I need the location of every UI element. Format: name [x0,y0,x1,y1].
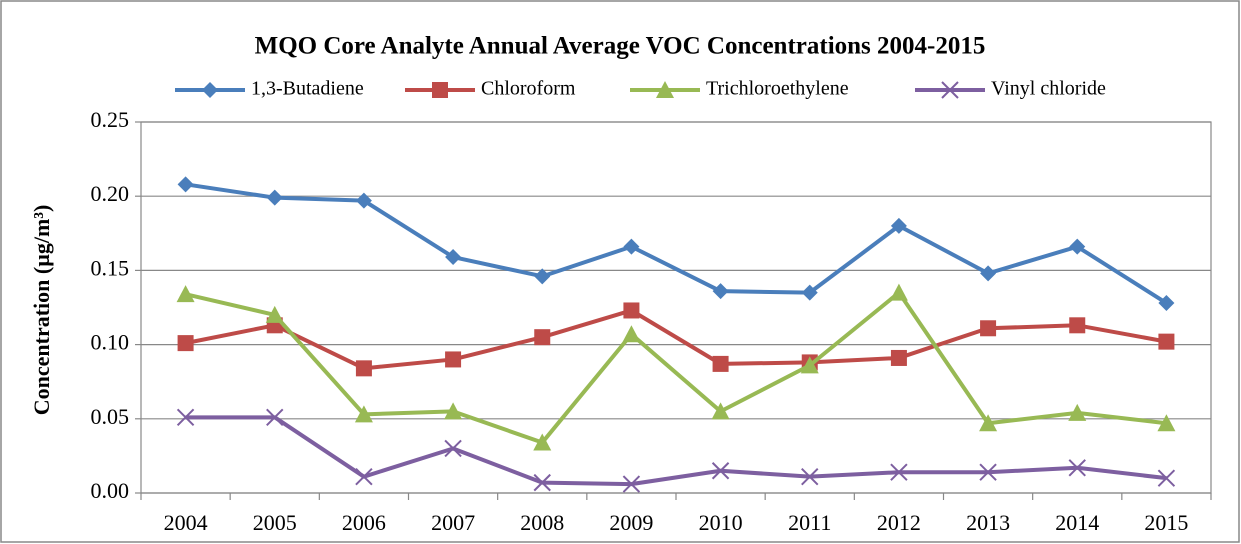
data-point [889,283,908,301]
legend-marker [432,82,448,98]
data-point [979,414,998,432]
data-point [266,189,283,206]
data-point [801,467,819,486]
data-point [890,349,907,366]
data-point [623,302,640,319]
y-axis-label: Concentration (µg/m³) [29,205,54,416]
data-point [355,360,372,377]
legend-label: Chloroform [481,78,576,100]
data-point [355,467,373,486]
x-tick-label: 2006 [342,510,386,535]
y-tick-label: 0.10 [91,330,130,355]
data-point [1157,414,1176,432]
data-point [445,351,462,368]
data-point [1157,469,1176,487]
y-tick-label: 0.15 [91,255,130,280]
chart-title: MQO Core Analyte Annual Average VOC Conc… [255,33,986,60]
legend-marker [202,82,218,98]
x-tick-label: 2005 [253,510,297,535]
series-line [185,308,1167,371]
data-point [801,284,818,301]
data-point [979,463,997,481]
data-point [265,305,284,323]
legend-label: Vinyl chloride [991,78,1106,100]
data-point [622,325,641,343]
data-point [533,473,551,492]
data-point [890,217,907,234]
data-point [445,249,462,266]
data-point [1158,333,1175,350]
x-tick-label: 2004 [164,510,208,535]
data-point [177,335,194,352]
data-point [890,463,908,481]
x-tick-label: 2008 [520,510,564,535]
x-tick-label: 2015 [1144,510,1188,535]
data-point [711,402,730,420]
data-point [712,355,729,372]
data-point [623,238,640,255]
data-point [266,408,284,427]
series-line [185,290,1167,445]
data-point [712,283,729,300]
data-point [980,320,997,337]
legend-marker [941,81,959,99]
data-point [534,268,551,285]
data-point [176,285,195,303]
x-tick-label: 2010 [699,510,743,535]
x-tick-label: 2013 [966,510,1010,535]
data-point [176,408,195,427]
data-point [1158,295,1175,312]
data-point [444,439,462,458]
series-line [185,182,1168,305]
x-tick-label: 2014 [1055,510,1099,535]
y-tick-label: 0.05 [91,404,130,429]
x-tick-label: 2011 [788,510,831,535]
data-point [355,192,372,209]
data-point [444,402,463,420]
series-line [185,415,1167,487]
data-point [533,433,552,451]
data-point [354,405,373,423]
data-point [800,356,819,374]
data-point [622,475,641,493]
data-point [1069,238,1086,255]
x-tick-label: 2007 [431,510,475,535]
legend-label: Trichloroethylene [706,78,849,100]
data-point [980,265,997,282]
data-point [1068,403,1087,421]
y-tick-label: 0.25 [91,107,130,132]
legend-marker [656,81,674,98]
legend-label: 1,3-Butadiene [251,78,364,100]
data-point [1069,317,1086,334]
data-point [534,329,551,346]
x-tick-label: 2012 [877,510,921,535]
y-tick-label: 0.00 [91,478,130,503]
data-point [1068,459,1086,477]
x-tick-label: 2009 [609,510,653,535]
y-tick-label: 0.20 [91,181,130,206]
data-point [177,176,194,193]
data-point [711,462,730,480]
